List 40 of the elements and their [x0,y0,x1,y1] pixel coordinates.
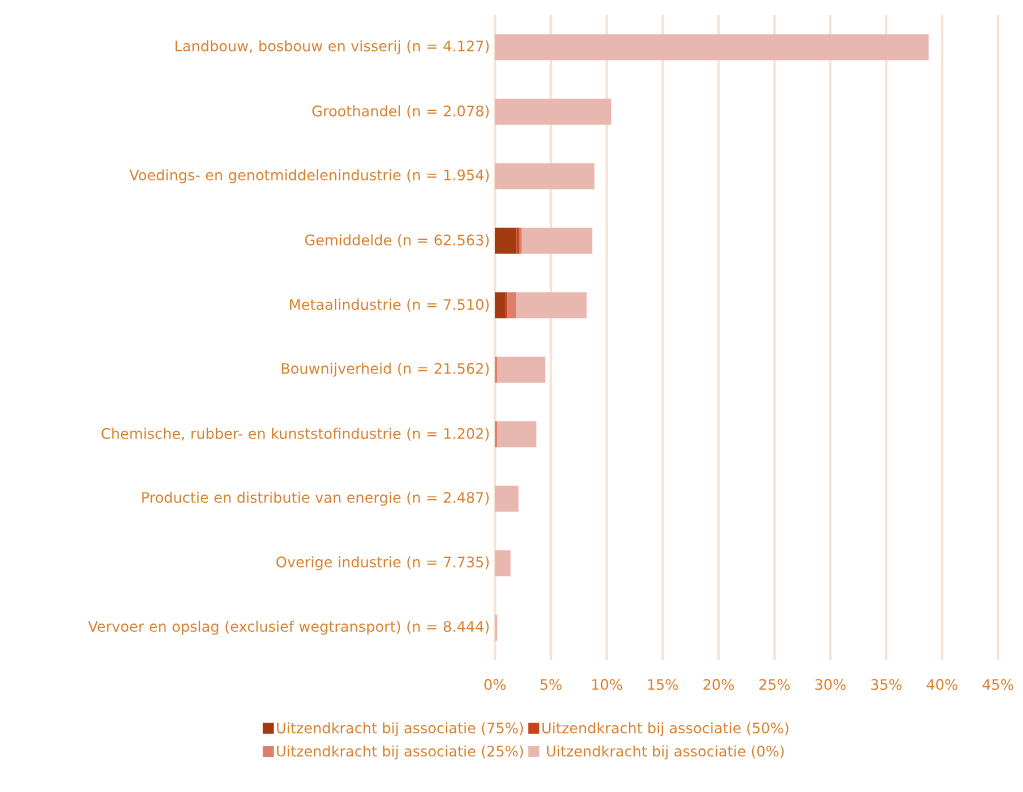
y-tick-label: Productie en distributie van energie (n = 2.487) [142,491,489,506]
bar [495,34,929,61]
y-tick-label: Voedings- en genotmiddelenindustrie (n = 1.954) [129,169,489,184]
y-tick-label: Landbouw, bosbouw en visserij (n = 4.127) [175,40,489,55]
legend-label: Uitzendkracht bij associatie (25%) [277,745,523,760]
bar [516,292,587,319]
bar [495,227,517,254]
y-tick-label: Overige industrie (n = 7.735) [276,556,489,571]
y-tick-label: Metaalindustrie (n = 7.510) [290,298,489,312]
x-tick-label: 40% [926,679,958,690]
legend-label: Uitzendkracht bij associatie (75%) [277,722,523,737]
bar [495,356,498,383]
x-tick-label: 45% [982,679,1014,690]
bar [495,614,498,641]
x-tick-label: 30% [815,679,846,690]
bar [497,356,546,383]
legend-label: Uitzendkracht bij associatie (0%) [547,745,784,760]
x-tick-label: 20% [703,679,734,690]
y-tick-label: Bouwnijverheid (n = 21.562) [281,362,489,377]
x-tick-label: 35% [871,679,902,690]
x-tick-label: 15% [648,679,678,690]
bar [495,98,612,125]
y-tick-label: Vervoer en opslag (exclusief wegtransport) (n = 8.444) [88,620,489,635]
x-tick-label: 5% [540,679,562,690]
x-tick-label: 25% [759,679,790,690]
legend-label: Uitzendkracht bij associatie (50%) [542,722,789,737]
bar [495,292,506,319]
bar [495,550,511,577]
bar [495,485,519,512]
bar [497,421,537,448]
bar [495,163,595,190]
bar [507,292,517,319]
y-tick-label: Chemische, rubber- en kunststofindustrie (n = 1.202) [101,427,489,441]
bar [505,292,508,319]
x-tick-label: 10% [592,679,623,690]
y-tick-label: Gemiddelde (n = 62.563) [305,234,489,248]
bar [495,421,498,448]
x-tick-label: 0% [484,679,506,690]
bar [521,227,593,254]
y-tick-label: Groothandel (n = 2.078) [312,105,489,119]
